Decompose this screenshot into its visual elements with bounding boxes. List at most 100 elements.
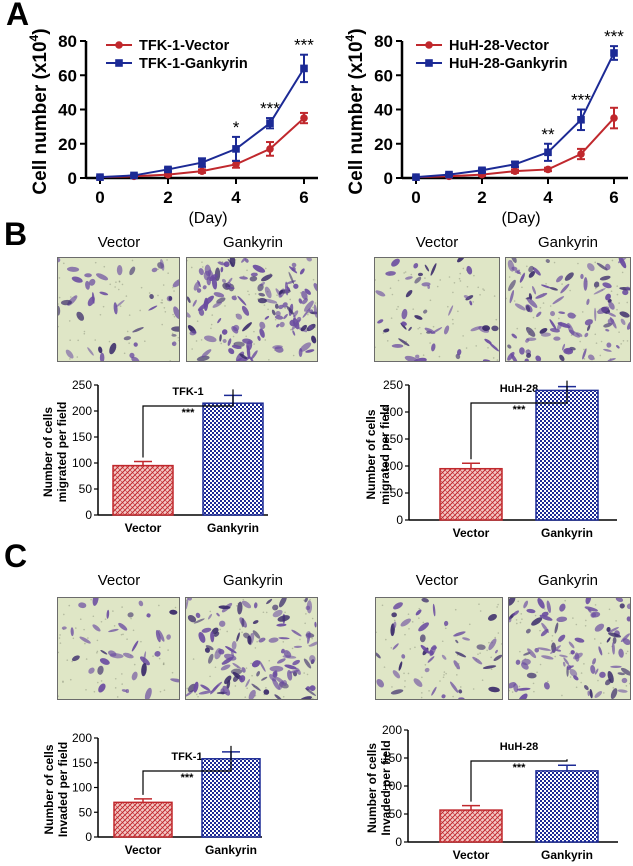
image-label-b-right-gankyrin: Gankyrin bbox=[537, 234, 599, 251]
chart-title: TFK-1 bbox=[172, 386, 203, 398]
line-chart-A-right: 0 20 40 60 80 0 2 4 6 (Day) Cell number (x104) HuH-… bbox=[343, 27, 628, 227]
chart-title: HuH-28 bbox=[500, 741, 539, 753]
y-tick-label: 200 bbox=[72, 731, 92, 745]
data-point-gankyrin bbox=[445, 170, 453, 179]
data-point-gankyrin bbox=[164, 165, 172, 174]
data-point-vector bbox=[232, 160, 240, 169]
data-point-vector bbox=[544, 165, 552, 174]
y-tick-label: 100 bbox=[72, 456, 92, 470]
y-axis-label: Cell number (x104) bbox=[27, 28, 51, 194]
micrograph-b-tfk1-gankyrin bbox=[186, 257, 318, 362]
micrograph-texture bbox=[187, 258, 317, 361]
category-label: Vector bbox=[453, 848, 490, 862]
legend-marker bbox=[425, 59, 433, 67]
image-label-c-right-gankyrin: Gankyrin bbox=[537, 572, 599, 589]
x-axis-label: (Day) bbox=[501, 210, 540, 227]
micrograph-c-tfk1-vector bbox=[57, 597, 180, 700]
micrograph-c-huh28-gankyrin bbox=[508, 597, 631, 700]
y-tick-label: 150 bbox=[383, 432, 403, 446]
y-tick-label: 50 bbox=[79, 482, 93, 496]
x-tick-label: 4 bbox=[543, 188, 553, 207]
data-point-gankyrin bbox=[544, 148, 552, 157]
line-chart-A-left: 0 20 40 60 80 0 2 4 6 (Day) Cell number (x104) TFK-… bbox=[27, 28, 318, 227]
chart-title: HuH-28 bbox=[500, 383, 539, 395]
data-point-gankyrin bbox=[610, 49, 618, 57]
micrograph-texture bbox=[58, 598, 179, 699]
y-axis-label: Cell number (x104) bbox=[343, 28, 367, 194]
y-tick-label: 200 bbox=[383, 405, 403, 419]
category-label: Gankyrin bbox=[207, 521, 259, 535]
y-tick-label: 60 bbox=[374, 66, 393, 85]
x-tick-label: 2 bbox=[163, 188, 172, 207]
data-point-gankyrin bbox=[130, 171, 138, 180]
bar-chart-B-right: HuH-28 0 50 100 150 200 250 Number of cellsmigr… bbox=[364, 378, 617, 540]
y-tick-label: 0 bbox=[85, 830, 92, 844]
bar-vector bbox=[439, 809, 503, 843]
x-tick-label: 0 bbox=[411, 188, 420, 207]
bar-vector bbox=[112, 464, 174, 516]
significance-label: *** bbox=[294, 36, 314, 55]
y-tick-label: 100 bbox=[383, 459, 403, 473]
x-tick-label: 6 bbox=[299, 188, 308, 207]
y-tick-label: 0 bbox=[396, 513, 403, 527]
significance-label: *** bbox=[513, 404, 527, 416]
y-tick-label: 20 bbox=[58, 135, 77, 154]
category-label: Vector bbox=[453, 526, 490, 540]
y-tick-label: 40 bbox=[374, 101, 393, 120]
bar-gankyrin bbox=[535, 770, 599, 843]
y-tick-label: 100 bbox=[72, 781, 92, 795]
data-point-gankyrin bbox=[198, 158, 206, 167]
data-point-vector bbox=[511, 167, 519, 175]
y-axis-label: Number of cellsInvaded per field bbox=[42, 742, 70, 837]
data-point-gankyrin bbox=[96, 173, 104, 181]
significance-bracket bbox=[142, 745, 232, 795]
category-label: Vector bbox=[125, 521, 162, 535]
image-label-c-right-vector: Vector bbox=[415, 572, 459, 589]
y-tick-label: 250 bbox=[72, 378, 92, 392]
y-tick-label: 0 bbox=[85, 508, 92, 522]
significance-bracket bbox=[470, 380, 568, 460]
legend-label: TFK-1-Vector bbox=[139, 38, 230, 54]
micrograph-b-tfk1-vector bbox=[57, 257, 180, 362]
micrograph-texture bbox=[58, 258, 179, 361]
y-axis-label: Number of cellsInvaded per field bbox=[365, 740, 393, 835]
x-axis-label: (Day) bbox=[188, 210, 227, 227]
y-tick-label: 100 bbox=[382, 779, 402, 793]
micrograph-texture bbox=[506, 258, 630, 361]
legend-marker bbox=[425, 41, 433, 49]
category-label: Gankyrin bbox=[541, 848, 593, 862]
data-point-gankyrin bbox=[266, 119, 274, 127]
y-tick-label: 250 bbox=[383, 378, 403, 392]
image-label-b-right-vector: Vector bbox=[415, 234, 459, 251]
legend-label: HuH-28-Vector bbox=[449, 38, 549, 54]
micrograph-b-huh28-gankyrin bbox=[505, 257, 631, 362]
y-tick-label: 50 bbox=[79, 805, 93, 819]
data-point-vector bbox=[610, 114, 618, 122]
micrograph-texture bbox=[376, 598, 502, 699]
significance-label: *** bbox=[571, 91, 591, 110]
y-tick-label: 0 bbox=[395, 835, 402, 849]
data-point-vector bbox=[198, 167, 206, 175]
y-tick-label: 40 bbox=[58, 101, 77, 120]
y-tick-label: 80 bbox=[374, 32, 393, 51]
bar-gankyrin bbox=[202, 402, 264, 516]
x-tick-label: 6 bbox=[609, 188, 618, 207]
data-point-vector bbox=[266, 145, 274, 153]
category-label: Gankyrin bbox=[541, 526, 593, 540]
panel-letter-c: C bbox=[4, 538, 28, 574]
chart-title: TFK-1 bbox=[171, 751, 202, 763]
bar-vector bbox=[113, 801, 173, 838]
micrograph-c-tfk1-gankyrin bbox=[185, 597, 318, 700]
significance-label: *** bbox=[604, 27, 624, 46]
micrograph-texture bbox=[509, 598, 630, 699]
y-tick-label: 200 bbox=[382, 723, 402, 737]
y-axis-label: Number of cellsmigrated per field bbox=[41, 402, 69, 503]
panel-letter-a: A bbox=[6, 0, 30, 32]
y-tick-label: 20 bbox=[374, 135, 393, 154]
y-tick-label: 150 bbox=[72, 430, 92, 444]
image-label-b-left-gankyrin: Gankyrin bbox=[222, 234, 284, 251]
bar-vector bbox=[439, 467, 503, 521]
